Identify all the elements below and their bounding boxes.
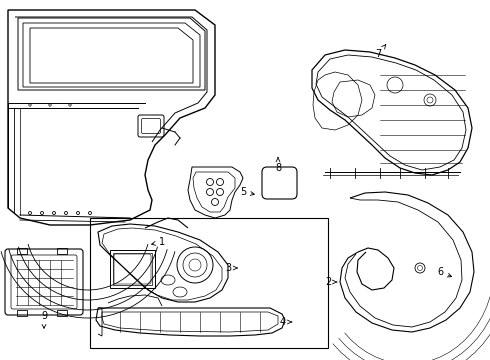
Text: 1: 1	[151, 237, 165, 247]
Bar	[57, 248, 67, 254]
Text: 7: 7	[375, 45, 386, 59]
Bar	[17, 310, 27, 316]
Text: 3: 3	[225, 263, 237, 273]
Bar	[113, 253, 152, 285]
Bar	[57, 310, 67, 316]
Text: 2: 2	[325, 277, 337, 287]
Text: 5: 5	[240, 187, 254, 197]
Text: 6: 6	[437, 267, 452, 277]
Text: 4: 4	[280, 317, 292, 327]
Bar	[110, 250, 155, 288]
Bar	[90, 218, 328, 348]
Text: 9: 9	[41, 311, 47, 328]
Bar	[17, 248, 27, 254]
Text: 8: 8	[275, 157, 281, 173]
